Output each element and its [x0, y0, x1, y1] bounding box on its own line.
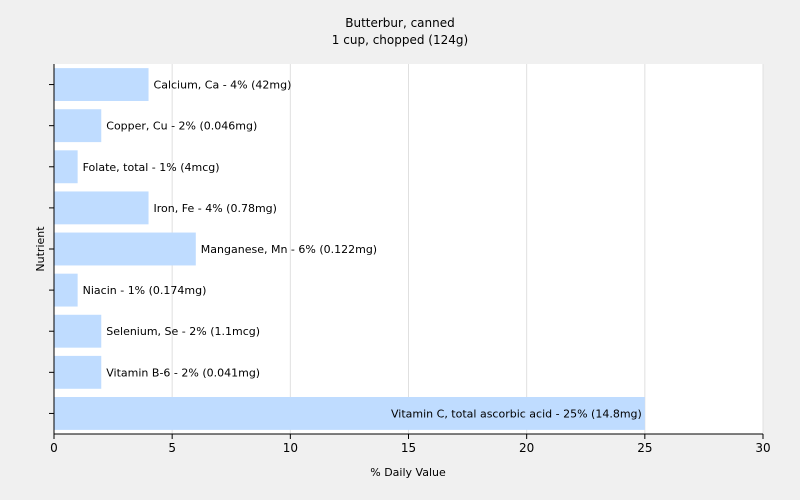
x-tick-label: 10 [283, 441, 298, 455]
x-axis-label: % Daily Value [370, 466, 446, 479]
bar-label: Selenium, Se - 2% (1.1mcg) [106, 325, 260, 338]
bar [54, 355, 102, 389]
bar [54, 273, 78, 307]
bar [54, 68, 149, 101]
bars [54, 68, 645, 430]
bar [54, 150, 78, 184]
bar-label: Niacin - 1% (0.174mg) [83, 284, 207, 297]
bar [54, 232, 196, 266]
bar-label: Folate, total - 1% (4mcg) [83, 161, 220, 174]
bar [54, 191, 149, 225]
y-axis-ticks [49, 84, 54, 414]
y-axis-label: Nutrient [34, 226, 47, 272]
x-tick-label: 0 [50, 441, 58, 455]
bar-label: Vitamin B-6 - 2% (0.041mg) [106, 366, 260, 379]
bar-label: Calcium, Ca - 4% (42mg) [154, 79, 292, 92]
x-tick-label: 5 [168, 441, 176, 455]
x-tick-label: 25 [637, 441, 652, 455]
bar-label: Iron, Fe - 4% (0.78mg) [154, 202, 277, 215]
chart-subtitle: 1 cup, chopped (124g) [332, 33, 468, 47]
bar-labels: Calcium, Ca - 4% (42mg) Copper, Cu - 2% (… [83, 79, 642, 421]
x-tick-label: 30 [755, 441, 770, 455]
x-tick-label: 20 [519, 441, 534, 455]
bar-label: Manganese, Mn - 6% (0.122mg) [201, 243, 377, 256]
x-tick-label: 15 [401, 441, 416, 455]
grid-lines [171, 64, 764, 434]
bar [54, 109, 102, 143]
chart-title: Butterbur, canned [345, 16, 455, 30]
bar-label: Vitamin C, total ascorbic acid - 25% (14… [391, 407, 642, 420]
bar-label: Copper, Cu - 2% (0.046mg) [106, 120, 257, 133]
bar [54, 397, 645, 430]
x-axis-ticks: 0 5 10 15 20 25 30 [50, 434, 771, 455]
bar [54, 314, 102, 348]
